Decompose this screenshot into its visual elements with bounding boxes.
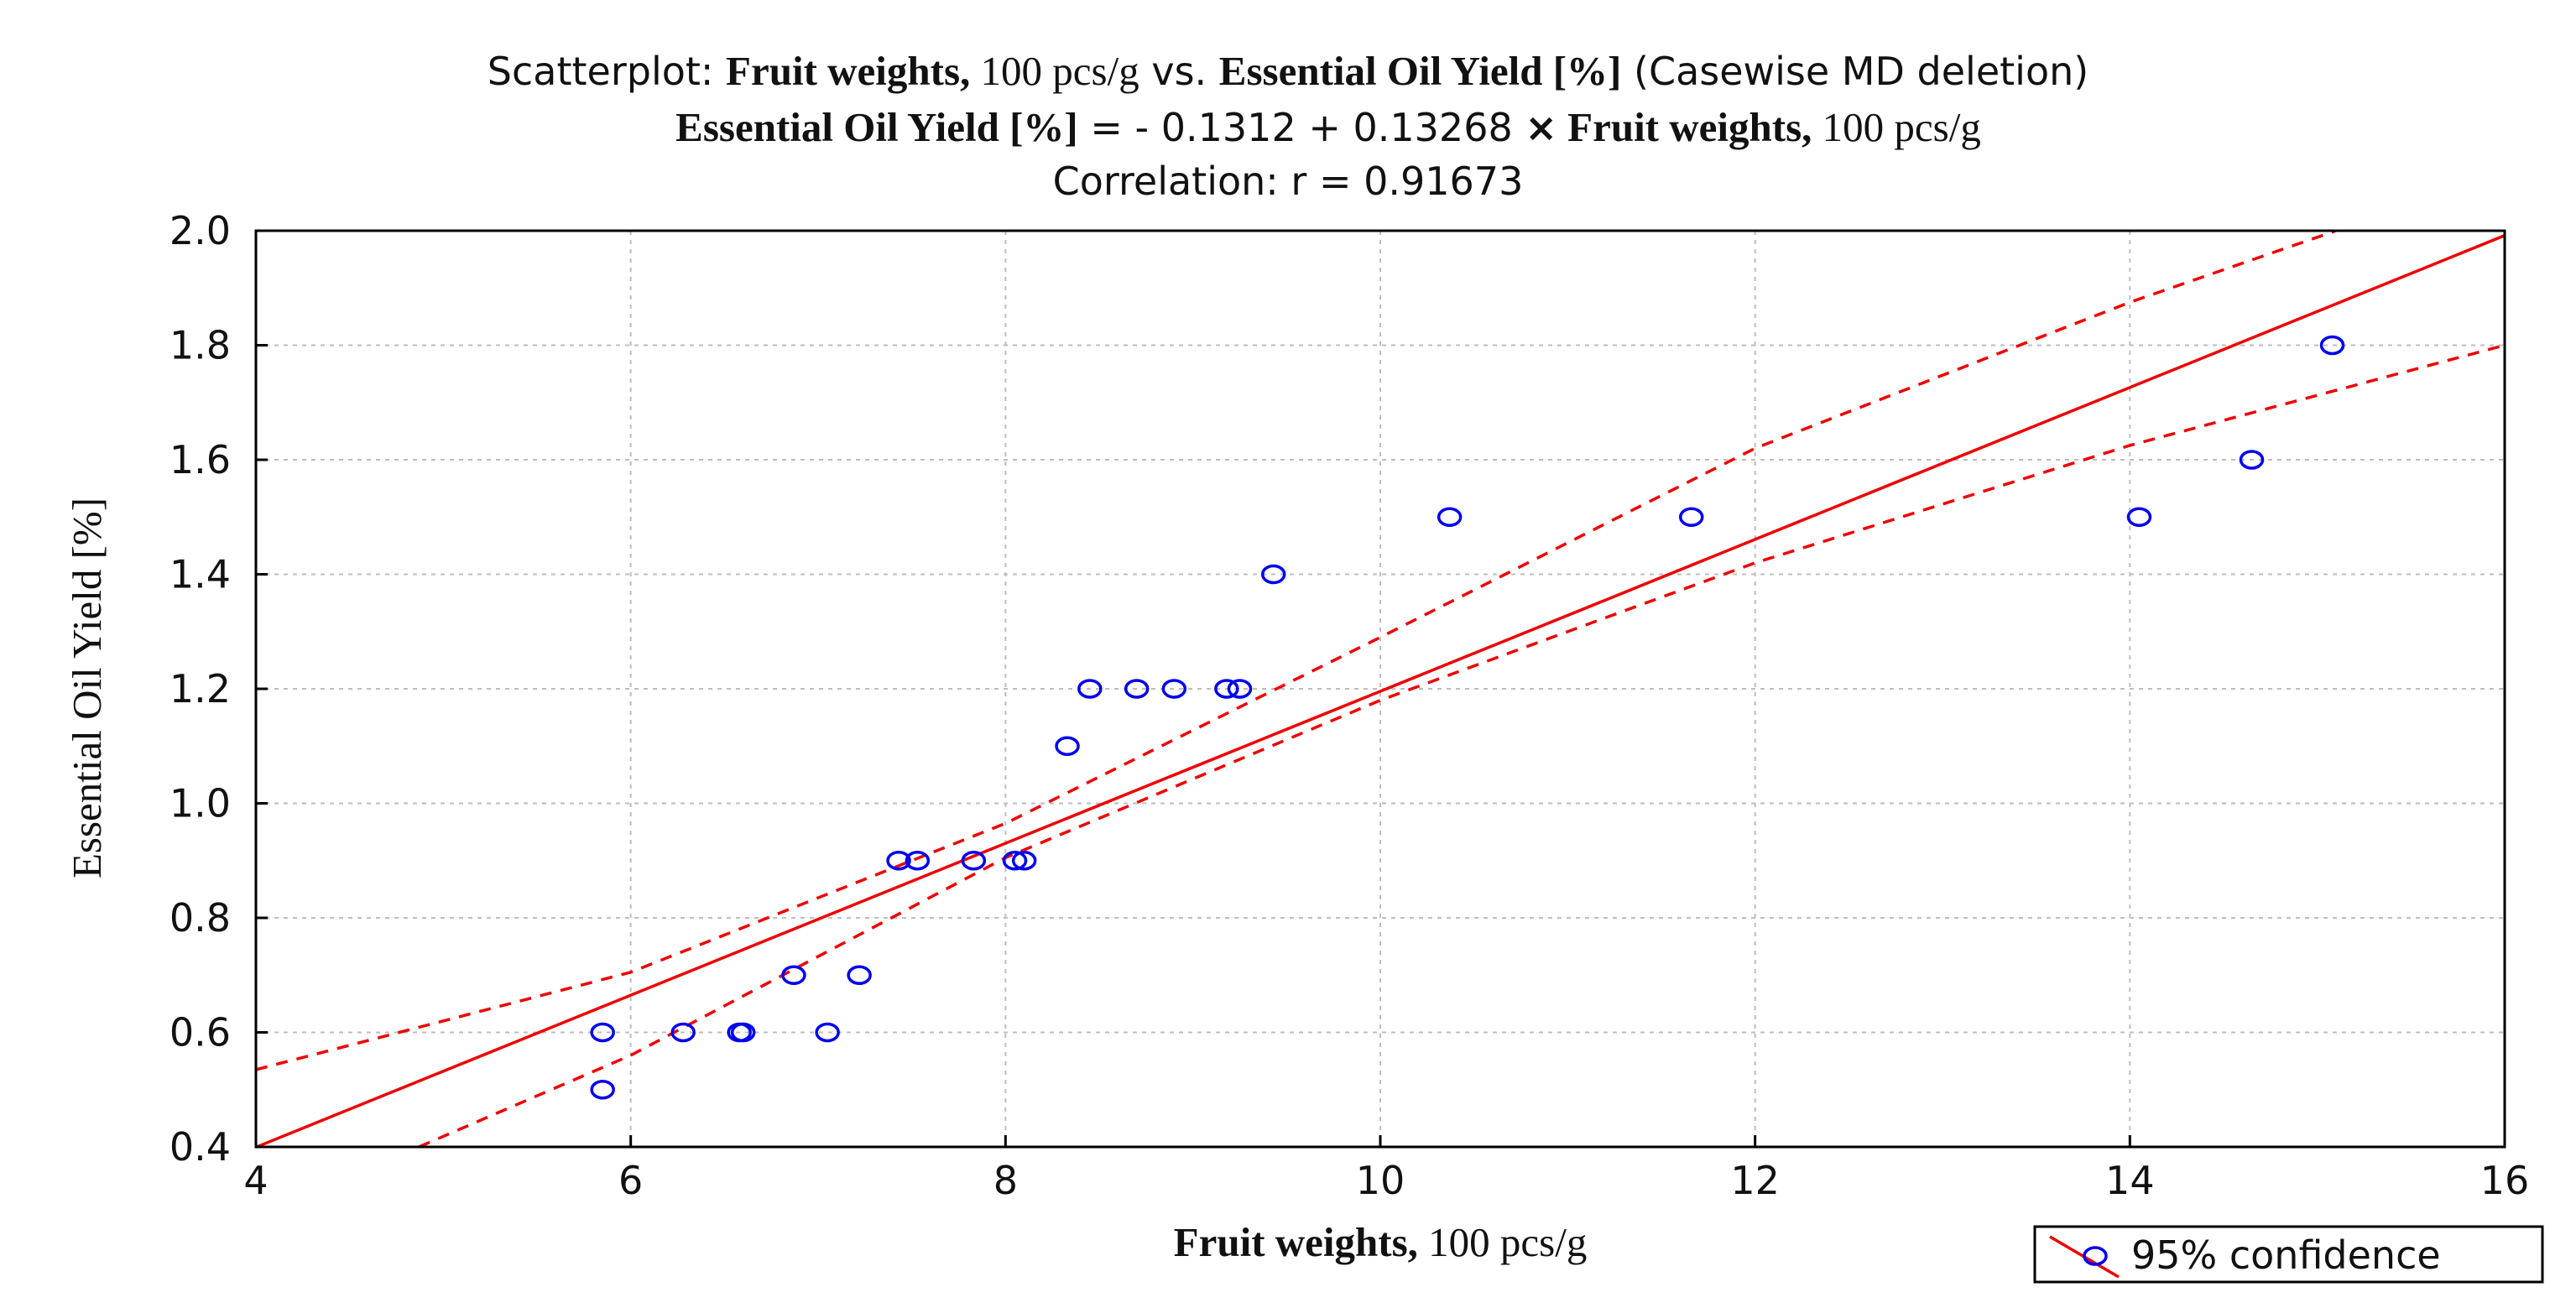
title-suffix: (Casewise MD deletion): [1621, 49, 2088, 94]
equation-times: ×: [1525, 105, 1557, 150]
data-point: [2126, 507, 2152, 527]
title-y-name: Essential Oil Yield [%]: [1219, 48, 1622, 94]
confidence-upper-line: [256, 231, 2337, 1071]
confidence-lower-line: [418, 343, 2505, 1147]
equation-rhs-unit: 100 pcs/g: [1812, 104, 1980, 150]
data-point: [781, 965, 806, 985]
y-tick-label: 0.4: [169, 1124, 231, 1170]
x-tick-label: 16: [2480, 1158, 2530, 1203]
data-point: [847, 965, 872, 985]
data-point: [1077, 679, 1103, 699]
data-point: [1678, 507, 1704, 527]
data-point: [1011, 851, 1037, 871]
data-point: [1055, 736, 1080, 756]
regression-line: [256, 234, 2505, 1147]
equation-lhs: Essential Oil Yield [%]: [675, 104, 1078, 150]
y-tick-label: 0.6: [169, 1010, 231, 1055]
data-point: [1260, 564, 1286, 585]
y-tick-label: 1.0: [169, 781, 231, 826]
data-point: [815, 1022, 840, 1043]
legend-point-swatch: [2083, 1246, 2108, 1266]
chart-title: Scatterplot: Fruit weights, 100 pcs/g vs…: [488, 48, 2088, 94]
data-point: [1002, 851, 1028, 871]
y-axis-label: Essential Oil Yield [%]: [64, 498, 110, 878]
title-prefix: Scatterplot:: [488, 49, 726, 94]
x-axis-label-unit: 100 pcs/g: [1418, 1219, 1587, 1265]
x-tick-label: 12: [1730, 1158, 1780, 1203]
legend-box: [2033, 1225, 2544, 1284]
data-point: [1161, 679, 1187, 699]
correlation-label: Correlation: r = 0.91673: [1053, 159, 1524, 204]
data-point: [2239, 450, 2265, 470]
data-point: [961, 851, 987, 871]
y-tick-label: 1.8: [169, 323, 231, 368]
x-tick-label: 8: [993, 1158, 1018, 1203]
y-tick-label: 1.4: [169, 552, 231, 597]
x-tick-label: 6: [618, 1158, 643, 1203]
legend: 95% confidence: [2033, 1225, 2544, 1284]
data-point: [1124, 679, 1150, 699]
data-point: [1214, 679, 1239, 699]
x-axis-label-name: Fruit weights,: [1174, 1219, 1418, 1265]
x-tick-label: 14: [2105, 1158, 2155, 1203]
y-tick-label: 0.8: [169, 895, 231, 941]
title-x-name: Fruit weights,: [726, 48, 970, 94]
data-point: [730, 1022, 756, 1043]
data-point: [1437, 507, 1463, 527]
y-tick-label: 2.0: [169, 208, 231, 253]
title-mid: vs.: [1139, 49, 1219, 94]
data-point: [905, 851, 931, 871]
x-tick-label: 4: [243, 1158, 268, 1203]
x-tick-label: 10: [1356, 1158, 1405, 1203]
data-point: [2319, 335, 2345, 356]
fit-lines: [256, 231, 2505, 1147]
axis-ticks: 4 6 8 10 12 14 16 0.4 0.6 0.8 1.0 1.2 1.4 1.6 1.8 2.0: [169, 208, 2529, 1203]
equation-middle: = - 0.1312 + 0.13268: [1078, 105, 1525, 150]
legend-label: 95% confidence: [2131, 1232, 2441, 1278]
equation-rhs: Fruit weights,: [1557, 104, 1812, 150]
grid-lines: [256, 231, 2505, 1147]
title-x-unit: 100 pcs/g: [970, 48, 1139, 94]
data-point: [886, 851, 911, 871]
regression-equation: Essential Oil Yield [%] = - 0.1312 + 0.1…: [675, 104, 1981, 150]
data-point: [670, 1022, 696, 1043]
data-point: [590, 1022, 615, 1043]
y-tick-label: 1.6: [169, 437, 231, 482]
data-points: [590, 335, 2345, 1100]
data-point: [590, 1080, 615, 1100]
x-axis-label: Fruit weights, 100 pcs/g: [1174, 1219, 1588, 1265]
y-tick-label: 1.2: [169, 666, 231, 711]
data-point: [1227, 679, 1253, 699]
